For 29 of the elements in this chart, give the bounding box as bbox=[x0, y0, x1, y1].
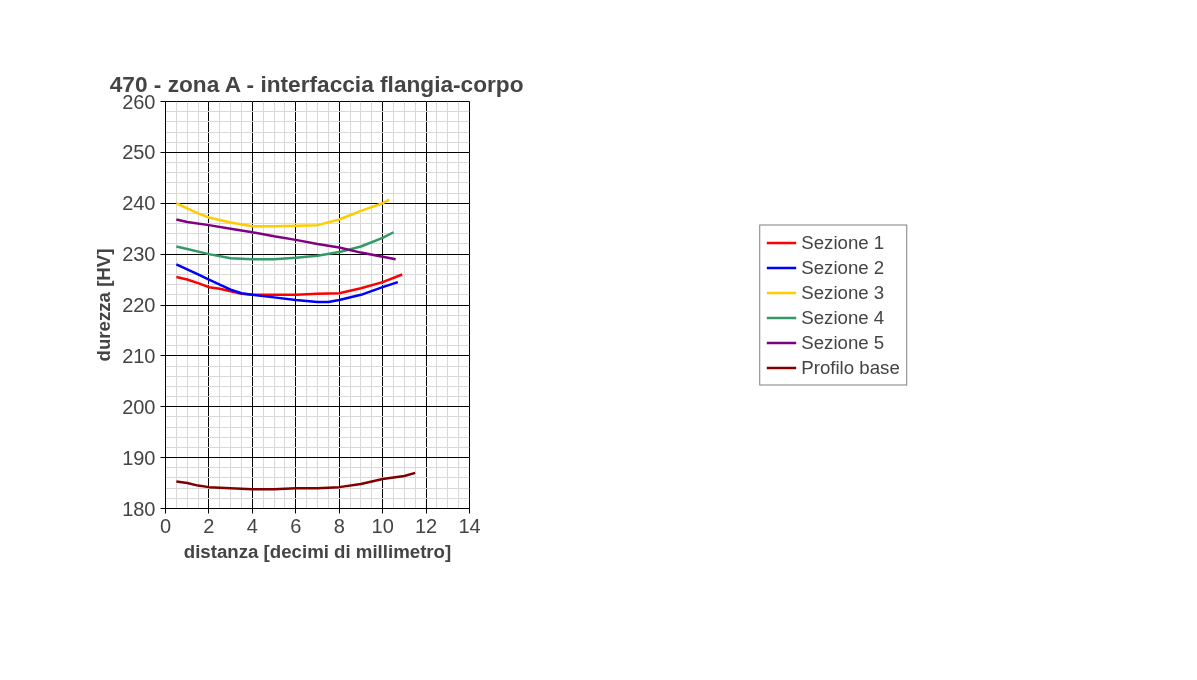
line-series bbox=[175, 471, 417, 491]
y-tick-label: 210 bbox=[122, 344, 156, 367]
x-tick-label: 2 bbox=[203, 514, 215, 537]
legend-label: Sezione 2 bbox=[801, 256, 885, 278]
line-series bbox=[175, 218, 397, 261]
y-tick-label: 190 bbox=[122, 446, 156, 469]
line-series bbox=[175, 231, 395, 261]
legend-label: Sezione 4 bbox=[801, 306, 885, 328]
x-tick-label: 12 bbox=[414, 514, 438, 537]
x-tick-label: 6 bbox=[290, 514, 302, 537]
y-tick-label: 240 bbox=[122, 192, 156, 215]
line-series bbox=[175, 198, 391, 228]
y-tick-label: 180 bbox=[122, 497, 156, 520]
legend-label: Sezione 5 bbox=[801, 331, 885, 353]
line-series bbox=[175, 263, 400, 304]
x-tick-label: 0 bbox=[159, 514, 172, 537]
y-tick-label: 200 bbox=[122, 395, 156, 418]
y-tick-label: 230 bbox=[122, 243, 156, 266]
legend-label: Profilo base bbox=[801, 356, 900, 378]
x-axis-title: distanza [decimi di millimetro] bbox=[183, 540, 452, 562]
x-tick-label: 10 bbox=[371, 514, 394, 537]
x-tick-label: 4 bbox=[246, 514, 258, 537]
y-tick-label: 250 bbox=[122, 141, 156, 164]
x-tick-label: 8 bbox=[333, 514, 345, 537]
legend-label: Sezione 1 bbox=[801, 231, 885, 253]
x-tick-label: 14 bbox=[458, 514, 481, 537]
y-axis-title: durezza [HV] bbox=[93, 248, 115, 362]
legend-label: Sezione 3 bbox=[801, 281, 885, 303]
y-tick-label: 220 bbox=[122, 294, 156, 316]
